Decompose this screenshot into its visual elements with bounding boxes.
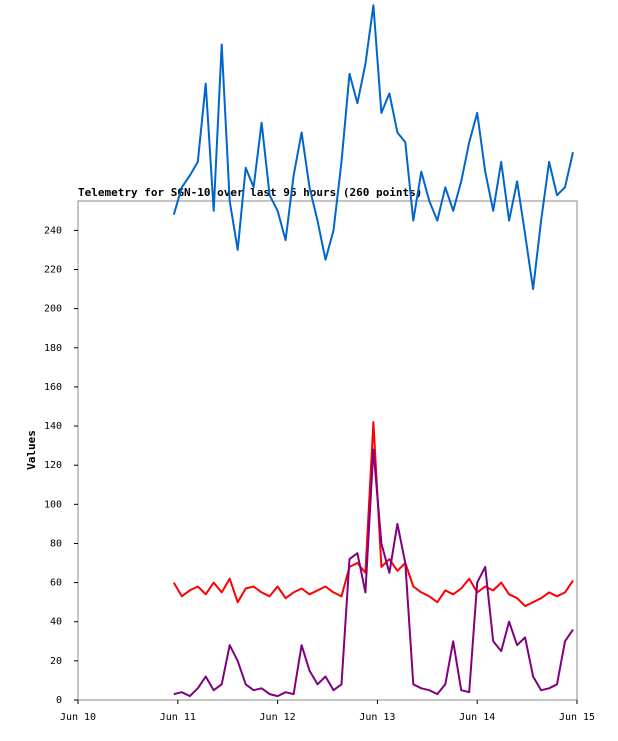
x-tick-label: Jun 13 xyxy=(359,712,395,723)
x-tick-label: Jun 11 xyxy=(160,712,196,723)
y-tick-label: 120 xyxy=(44,460,62,471)
y-tick-label: 240 xyxy=(44,225,62,236)
y-tick-label: 60 xyxy=(50,578,62,589)
x-tick-label: Jun 12 xyxy=(260,712,296,723)
y-tick-label: 200 xyxy=(44,304,62,315)
y-axis-label: Values xyxy=(25,430,38,470)
plot-frame xyxy=(77,200,578,701)
y-tick-label: 0 xyxy=(56,695,62,706)
series-line xyxy=(173,448,574,698)
x-tick-label: Jun 15 xyxy=(559,712,595,723)
y-tick-label: 140 xyxy=(44,421,62,432)
series-line xyxy=(172,421,574,608)
x-tick-label: Jun 10 xyxy=(60,712,96,723)
y-tick-label: 220 xyxy=(44,264,62,275)
y-tick-label: 40 xyxy=(50,617,62,628)
series-line xyxy=(172,4,574,291)
chart-title: Telemetry for SGN-10 over last 96 hours … xyxy=(78,186,422,199)
y-tick-label: 180 xyxy=(44,343,62,354)
y-tick-label: 160 xyxy=(44,382,62,393)
y-tick-label: 100 xyxy=(44,499,62,510)
y-tick-label: 80 xyxy=(50,538,62,549)
x-tick-label: Jun 14 xyxy=(459,712,495,723)
y-tick-label: 20 xyxy=(50,656,62,667)
